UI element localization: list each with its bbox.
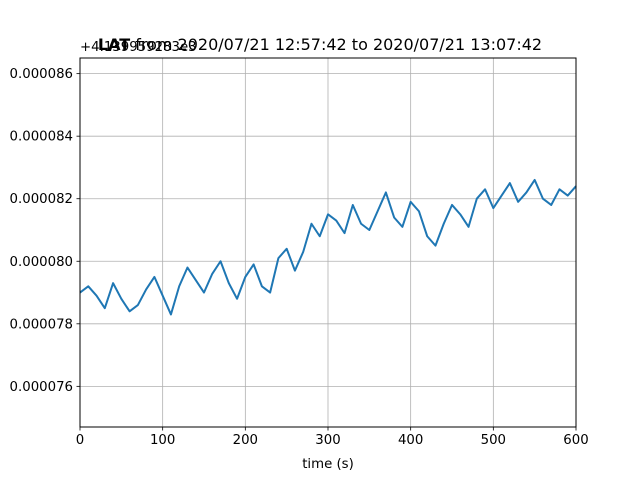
x-axis-ticks: 0 100 200 300 400 500 600 [76,427,589,448]
series-layer [79,178,577,316]
lat-series-line [79,178,577,316]
chart-title-prefix: LAT [98,35,130,54]
x-tick-label: 0 [76,433,84,448]
x-tick-label: 200 [233,433,258,448]
grid-lines [79,58,577,427]
y-tick-label: 0.000076 [10,380,73,395]
y-axis-offset-text: +4.139959283e3 [80,40,197,55]
x-tick-label: 300 [315,433,340,448]
y-tick-label: 0.000086 [10,67,73,82]
x-tick-label: 400 [398,433,423,448]
y-tick-label: 0.000078 [10,317,73,332]
chart-title: LAT from 2020/07/21 12:57:42 to 2020/07/… [98,35,542,54]
y-axis-ticks: 0.000076 0.000078 0.000080 0.000082 0.000084… [10,67,80,395]
y-tick-label: 0.000080 [10,255,73,270]
y-tick-label: 0.000084 [10,130,73,145]
chart-title-rest: from 2020/07/21 12:57:42 to 2020/07/21 1… [130,35,542,54]
x-axis-label: time (s) [302,457,354,472]
x-tick-label: 500 [481,433,506,448]
x-tick-label: 100 [150,433,175,448]
y-tick-label: 0.000082 [10,192,73,207]
x-tick-label: 600 [563,433,588,448]
